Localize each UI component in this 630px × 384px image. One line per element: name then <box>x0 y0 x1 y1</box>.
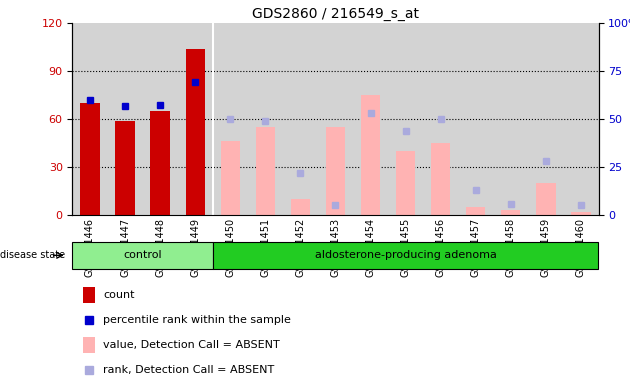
Bar <box>431 143 450 215</box>
Bar <box>151 111 169 215</box>
Title: GDS2860 / 216549_s_at: GDS2860 / 216549_s_at <box>252 7 419 21</box>
Bar <box>571 212 590 215</box>
Text: control: control <box>123 250 162 260</box>
Text: percentile rank within the sample: percentile rank within the sample <box>103 315 291 325</box>
Bar <box>396 151 415 215</box>
Text: rank, Detection Call = ABSENT: rank, Detection Call = ABSENT <box>103 365 274 375</box>
Text: disease state: disease state <box>0 250 65 260</box>
Bar <box>220 141 240 215</box>
Bar <box>326 127 345 215</box>
Bar <box>536 183 556 215</box>
Bar <box>186 49 205 215</box>
Bar <box>256 127 275 215</box>
Bar <box>83 287 94 303</box>
Bar <box>466 207 485 215</box>
Text: aldosterone-producing adenoma: aldosterone-producing adenoma <box>314 250 496 260</box>
Bar <box>361 95 380 215</box>
FancyBboxPatch shape <box>213 242 598 269</box>
Text: value, Detection Call = ABSENT: value, Detection Call = ABSENT <box>103 340 280 350</box>
Text: count: count <box>103 290 134 300</box>
Bar <box>115 121 135 215</box>
Bar <box>83 337 94 353</box>
Bar <box>501 210 520 215</box>
Bar <box>81 103 100 215</box>
Bar <box>291 199 310 215</box>
FancyBboxPatch shape <box>72 242 213 269</box>
